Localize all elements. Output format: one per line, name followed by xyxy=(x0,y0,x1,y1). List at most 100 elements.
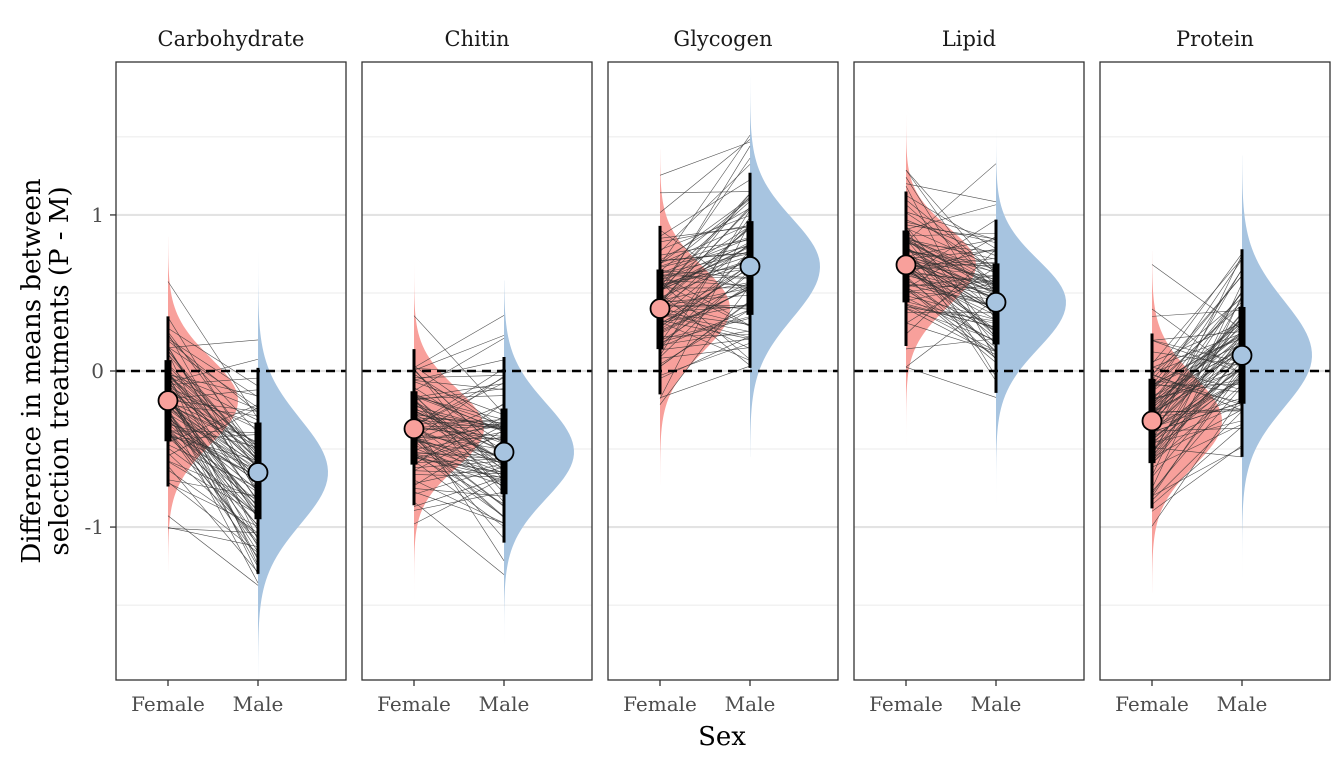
draw-line xyxy=(659,197,751,264)
draw-line xyxy=(413,460,505,527)
draw-line xyxy=(167,338,259,398)
draw-line xyxy=(905,246,997,303)
draw-line xyxy=(413,388,505,401)
draw-line xyxy=(413,491,505,524)
draw-line xyxy=(659,287,751,335)
draw-line xyxy=(659,250,751,349)
draw-line xyxy=(905,250,997,259)
draw-line xyxy=(1151,347,1243,401)
draw-line xyxy=(1151,420,1243,444)
draw-line xyxy=(413,501,505,575)
draw-line xyxy=(1151,343,1243,453)
draw-line xyxy=(1151,369,1243,431)
draw-line xyxy=(659,236,751,267)
y-tick-label: -1 xyxy=(85,515,104,539)
draw-line xyxy=(413,456,505,479)
draw-line xyxy=(167,432,259,558)
draw-line xyxy=(413,387,505,444)
draw-line xyxy=(167,373,259,566)
median-point-female xyxy=(895,254,917,276)
draw-line xyxy=(659,225,751,243)
draw-line xyxy=(905,204,997,230)
draw-line xyxy=(413,410,505,452)
facet-title: Protein xyxy=(1176,27,1254,51)
draw-line xyxy=(659,255,751,286)
draw-line xyxy=(1151,360,1243,413)
draw-line xyxy=(1151,401,1243,433)
draw-line xyxy=(1151,360,1243,460)
draw-line xyxy=(905,264,997,333)
facet-title: Chitin xyxy=(445,27,510,51)
x-tick-label: Female xyxy=(869,692,943,716)
draw-line xyxy=(1151,335,1243,415)
draw-line xyxy=(167,374,259,460)
draw-line xyxy=(413,455,505,505)
facet-chitin: Chitin Female Male xyxy=(361,27,593,716)
draw-line xyxy=(905,212,997,273)
draw-line xyxy=(659,294,751,303)
median-point-male xyxy=(739,256,761,277)
draw-line xyxy=(659,209,751,356)
draw-line xyxy=(659,338,751,351)
draw-line xyxy=(905,195,997,249)
draw-line xyxy=(1151,386,1243,492)
draw-line xyxy=(905,227,997,268)
draw-line xyxy=(413,436,505,507)
y-tick-label: 0 xyxy=(91,359,104,383)
draw-line xyxy=(167,375,259,461)
draw-line xyxy=(905,301,997,325)
draw-line xyxy=(659,193,751,293)
draw-line xyxy=(905,233,997,237)
draw-line xyxy=(167,428,259,478)
draw-line xyxy=(905,219,997,257)
draw-line xyxy=(1151,382,1243,403)
draw-line xyxy=(167,399,259,516)
draw-line xyxy=(413,416,505,461)
draw-line xyxy=(905,303,997,328)
draw-line xyxy=(1151,427,1243,432)
draw-line xyxy=(1151,333,1243,368)
draw-line xyxy=(413,429,505,486)
draw-line xyxy=(905,257,997,300)
draw-line xyxy=(1151,423,1243,468)
draw-line xyxy=(413,395,505,426)
median-point-female xyxy=(649,298,671,319)
draw-line xyxy=(905,236,997,289)
draw-line xyxy=(167,386,259,430)
facet-title: Glycogen xyxy=(673,27,772,51)
draw-line xyxy=(659,134,751,266)
facet-panels: Carbohydrate Female Male -1 0 1 Chitin Female Ma… xyxy=(85,27,1331,716)
draw-line xyxy=(167,421,259,483)
draw-line xyxy=(167,403,259,508)
draw-line xyxy=(413,375,505,440)
draw-line xyxy=(659,309,751,348)
draw-line xyxy=(1151,295,1243,489)
draw-line xyxy=(659,207,751,261)
draw-line xyxy=(659,164,751,252)
draw-line xyxy=(905,322,997,352)
draw-line xyxy=(1151,331,1243,406)
draw-line xyxy=(167,399,259,412)
facet-title: Carbohydrate xyxy=(158,27,305,51)
draw-line xyxy=(659,237,751,274)
draw-line xyxy=(1151,254,1243,443)
draw-line xyxy=(413,427,505,465)
draw-line xyxy=(659,191,751,194)
draw-line xyxy=(413,402,505,465)
density-male xyxy=(996,129,1066,535)
draw-line xyxy=(413,381,505,416)
draw-line xyxy=(659,264,751,321)
draw-line xyxy=(905,295,997,321)
draw-line xyxy=(659,206,751,304)
draw-line xyxy=(167,411,259,553)
draw-line xyxy=(1151,351,1243,366)
draw-line xyxy=(659,309,751,365)
draw-line xyxy=(1151,331,1243,341)
draw-line xyxy=(659,334,751,337)
draw-line xyxy=(1151,340,1243,429)
draw-line xyxy=(167,328,259,387)
draw-line xyxy=(413,437,505,518)
draw-line xyxy=(659,157,751,289)
draw-line xyxy=(1151,269,1243,407)
